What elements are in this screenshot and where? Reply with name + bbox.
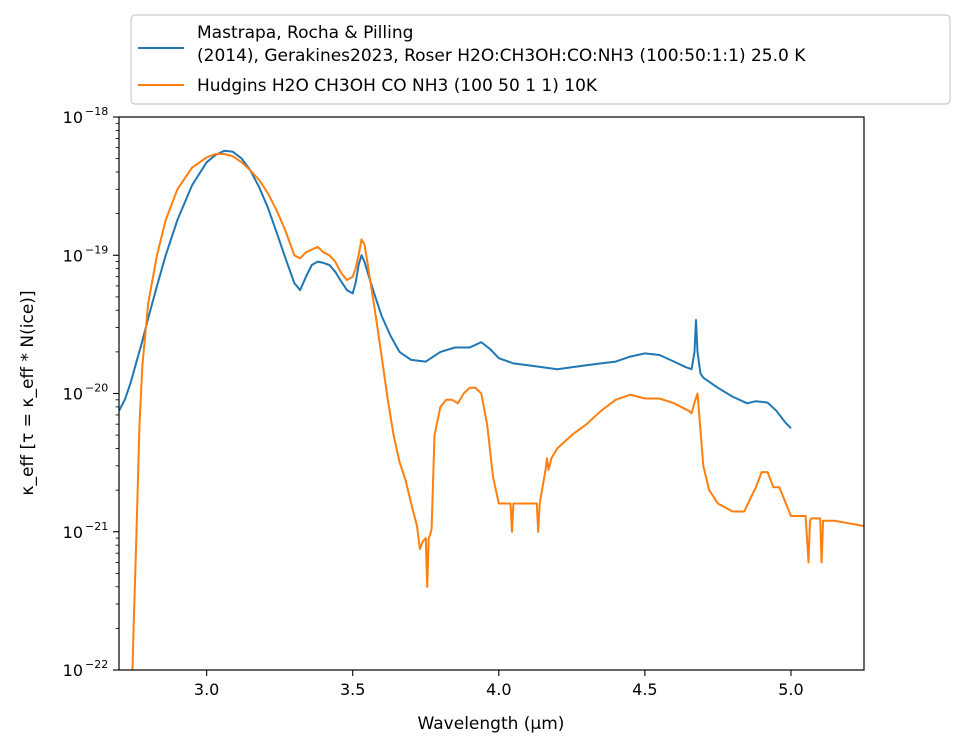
legend-box — [130, 14, 951, 105]
y-tick-exponent: −19 — [85, 243, 108, 256]
x-tick-label: 3.5 — [340, 680, 365, 699]
legend: Mastrapa, Rocha & Pilling (2014), Gerakin… — [130, 14, 951, 105]
x-axis-label: Wavelength (μm) — [418, 714, 565, 734]
series-layer — [119, 149, 864, 670]
legend-label-1: (2014), Gerakines2023, Roser H2O:CH3OH:C… — [197, 46, 806, 66]
legend-label-1: Mastrapa, Rocha & Pilling — [197, 23, 413, 43]
x-tick-label: 5.0 — [778, 680, 803, 699]
x-tick-label: 3.0 — [194, 680, 219, 699]
y-axis-label: κ_eff [τ = κ_eff * N(ice)] — [18, 290, 38, 495]
y-tick-label: 10 — [63, 523, 83, 542]
y-tick-label: 10 — [63, 246, 83, 265]
y-tick-label: 10 — [63, 661, 83, 680]
y-tick-label: 10 — [63, 108, 83, 127]
plot-frame — [118, 116, 865, 671]
x-tick-label: 4.5 — [632, 680, 657, 699]
y-tick-exponent: −18 — [85, 105, 108, 118]
y-tick-exponent: −20 — [85, 382, 108, 395]
legend-label-2: Hudgins H2O CH3OH CO NH3 (100 50 1 1) 10… — [197, 76, 598, 96]
y-tick-label: 10 — [63, 385, 83, 404]
x-tick-label: 4.0 — [486, 680, 511, 699]
x-axis: 3.0 3.5 4.0 4.5 5.0 — [194, 670, 804, 699]
series-line-2 — [131, 153, 864, 670]
y-tick-exponent: −22 — [85, 658, 108, 671]
series-line-1 — [119, 149, 792, 429]
y-tick-exponent: −21 — [85, 520, 108, 533]
